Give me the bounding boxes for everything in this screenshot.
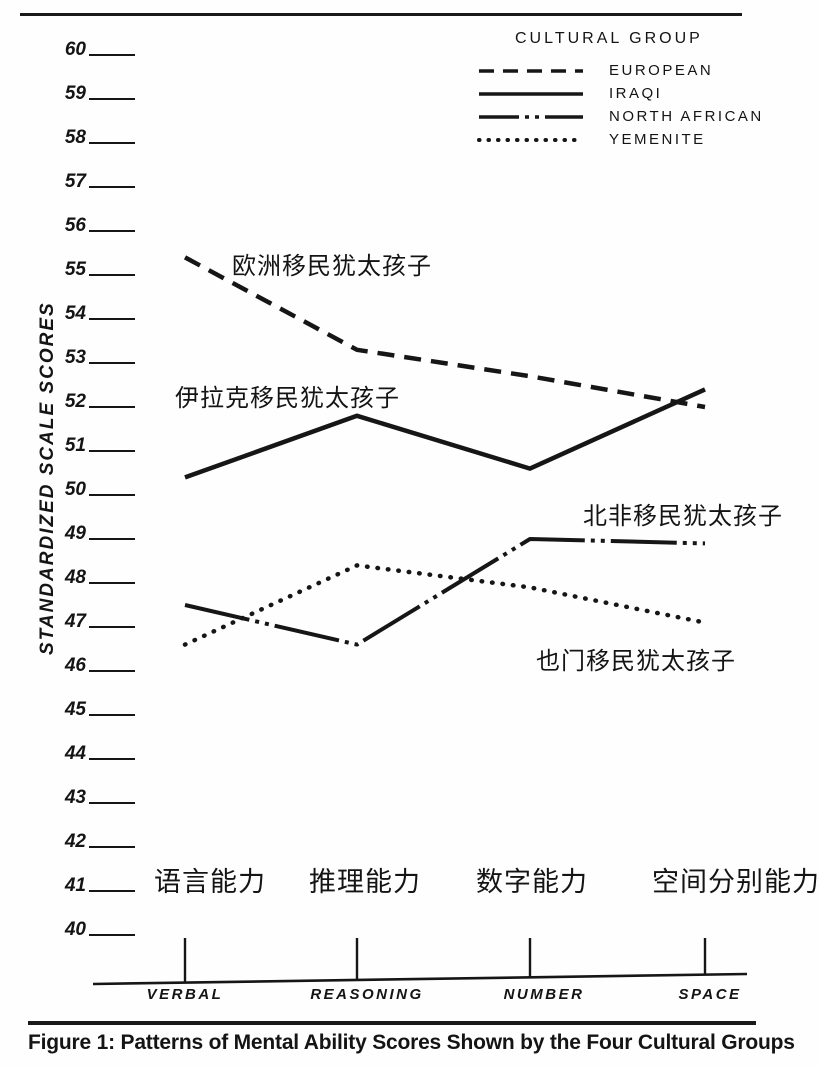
y-tick-label-44: 44 — [64, 743, 86, 764]
y-tick-label-50: 50 — [64, 479, 86, 500]
y-tick-label-47: 47 — [64, 611, 86, 632]
y-tick-label-55: 55 — [64, 259, 86, 280]
annotation-iraqi: 伊拉克移民犹太孩子 — [175, 384, 400, 412]
x-label-zh-reasoning: 推理能力 — [309, 867, 421, 898]
y-tick-label-59: 59 — [64, 83, 86, 104]
y-tick-label-46: 46 — [64, 655, 86, 676]
y-tick-label-42: 42 — [64, 831, 86, 852]
x-label-number: NUMBER — [503, 986, 585, 1003]
y-tick-mark-54 — [89, 318, 135, 320]
y-tick-mark-46 — [89, 670, 135, 672]
y-tick-label-56: 56 — [64, 215, 86, 236]
x-label-verbal: VERBAL — [146, 986, 224, 1003]
y-tick-label-54: 54 — [64, 303, 86, 324]
x-label-zh-number: 数字能力 — [476, 867, 588, 898]
y-tick-mark-53 — [89, 362, 135, 364]
y-tick-label-58: 58 — [64, 127, 86, 148]
legend-label-iraqi: IRAQI — [609, 85, 663, 102]
y-tick-mark-57 — [89, 186, 135, 188]
annotation-north-african: 北非移民犹太孩子 — [583, 502, 783, 530]
y-tick-label-48: 48 — [64, 567, 86, 588]
y-tick-mark-59 — [89, 98, 135, 100]
y-tick-label-43: 43 — [64, 787, 86, 808]
y-tick-mark-45 — [89, 714, 135, 716]
annotation-yemenite: 也门移民犹太孩子 — [536, 647, 736, 675]
y-tick-mark-52 — [89, 406, 135, 408]
series-line-yemenite — [182, 563, 708, 647]
y-tick-label-49: 49 — [64, 523, 86, 544]
y-tick-mark-41 — [89, 890, 135, 892]
series-line-iraqi — [184, 387, 706, 480]
figure-caption: Figure 1: Patterns of Mental Ability Sco… — [28, 1031, 795, 1054]
y-tick-mark-50 — [89, 494, 135, 496]
legend-title: CULTURAL GROUP — [515, 30, 703, 47]
dash-dot-dot-line-swatch-icon — [479, 114, 583, 119]
y-tick-mark-44 — [89, 758, 135, 760]
series-line-european — [183, 255, 706, 410]
solid-line-swatch-icon — [479, 91, 583, 96]
x-label-zh-verbal: 语言能力 — [154, 867, 266, 898]
x-label-reasoning: REASONING — [310, 986, 424, 1003]
y-tick-label-45: 45 — [64, 699, 86, 720]
x-label-zh-space: 空间分别能力 — [652, 867, 820, 898]
legend-label-north-african: NORTH AFRICAN — [609, 108, 764, 125]
y-tick-label-60: 60 — [64, 39, 86, 60]
legend-item-european: EUROPEAN — [468, 59, 764, 82]
y-tick-mark-51 — [89, 450, 135, 452]
series-line-north-african — [184, 537, 706, 647]
legend-label-european: EUROPEAN — [609, 62, 714, 79]
y-tick-mark-48 — [89, 582, 135, 584]
y-tick-mark-60 — [89, 54, 135, 56]
legend-item-north-african: NORTH AFRICAN — [468, 105, 764, 128]
y-tick-mark-47 — [89, 626, 135, 628]
y-tick-mark-42 — [89, 846, 135, 848]
legend: CULTURAL GROUP EUROPEAN IRAQI NORTH AFRI… — [468, 30, 764, 151]
x-label-space: SPACE — [678, 986, 742, 1003]
y-tick-mark-40 — [89, 934, 135, 936]
legend-label-yemenite: YEMENITE — [609, 131, 706, 148]
annotation-european: 欧洲移民犹太孩子 — [232, 252, 432, 280]
dotted-line-swatch-icon — [477, 137, 585, 142]
y-tick-mark-49 — [89, 538, 135, 540]
y-tick-label-41: 41 — [64, 875, 86, 896]
legend-item-iraqi: IRAQI — [468, 82, 764, 105]
y-tick-mark-58 — [89, 142, 135, 144]
y-tick-label-40: 40 — [64, 919, 86, 940]
y-tick-label-53: 53 — [64, 347, 86, 368]
legend-item-yemenite: YEMENITE — [468, 128, 764, 151]
x-axis-line — [92, 972, 748, 986]
top-rule — [20, 13, 742, 16]
y-tick-label-52: 52 — [64, 391, 86, 412]
y-tick-label-51: 51 — [64, 435, 86, 456]
dashed-line-swatch-icon — [479, 68, 583, 73]
y-tick-mark-55 — [89, 274, 135, 276]
y-tick-mark-43 — [89, 802, 135, 804]
y-tick-mark-56 — [89, 230, 135, 232]
y-tick-label-57: 57 — [64, 171, 86, 192]
bottom-rule — [28, 1021, 756, 1025]
